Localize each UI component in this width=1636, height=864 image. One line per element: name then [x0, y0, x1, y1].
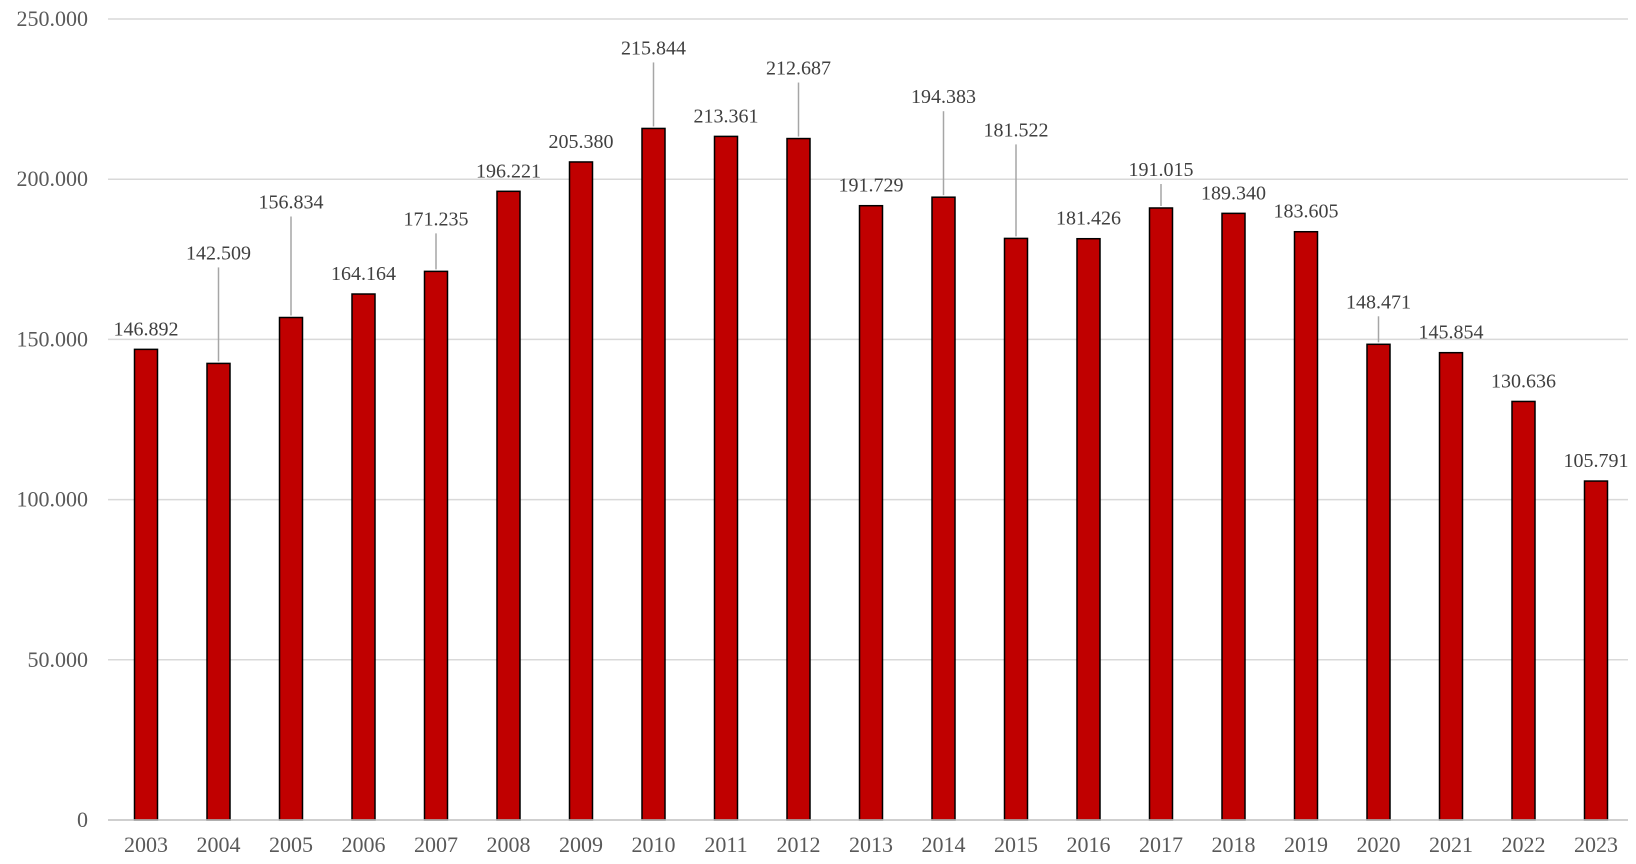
data-label-2020: 148.471: [1346, 291, 1411, 313]
data-labels: 146.892 142.509 156.834 164.164 171.235 196.2…: [114, 37, 1629, 472]
bar-2006: [351, 293, 376, 821]
x-tick-label-2003: 2003: [124, 832, 168, 857]
bar-2004: [206, 362, 231, 821]
bar-2020: [1366, 343, 1391, 821]
data-label-2007: 171.235: [404, 208, 469, 230]
x-tick-label-2007: 2007: [414, 832, 458, 857]
y-tick-label: 50.000: [28, 647, 89, 672]
data-label-2023: 105.791: [1564, 450, 1629, 472]
y-tick-label: 100.000: [17, 487, 89, 512]
data-label-2019: 183.605: [1274, 201, 1339, 223]
bar-2008: [496, 190, 521, 821]
data-label-2021: 145.854: [1419, 322, 1484, 344]
x-tick-label-2022: 2022: [1502, 832, 1546, 857]
x-axis-tick-labels: 2003 2004 2005 2006 2007 2008 2009 2010 2011 2012…: [124, 832, 1618, 857]
data-label-2006: 164.164: [331, 263, 396, 285]
bar-2015: [1003, 237, 1029, 821]
data-label-2010: 215.844: [621, 37, 686, 59]
bar-2012: [786, 137, 811, 821]
data-label-2009: 205.380: [549, 131, 614, 153]
y-axis-tick-labels: 0 50.000 100.000 150.000 200.000 250.000: [17, 6, 89, 832]
data-label-2015: 181.522: [984, 119, 1049, 141]
x-tick-label-2009: 2009: [559, 832, 603, 857]
bar-2022: [1511, 400, 1536, 821]
bar-2016: [1076, 237, 1101, 821]
y-tick-label: 150.000: [17, 326, 89, 351]
data-label-2013: 191.729: [839, 175, 904, 197]
x-tick-label-2018: 2018: [1212, 832, 1256, 857]
bar-2013: [858, 204, 884, 821]
y-tick-label: 250.000: [17, 6, 89, 31]
bar-2019: [1293, 230, 1319, 821]
data-label-2003: 146.892: [114, 318, 179, 340]
x-tick-label-2012: 2012: [777, 832, 821, 857]
x-tick-label-2005: 2005: [269, 832, 313, 857]
bar-2005: [278, 316, 304, 821]
bar-2014: [931, 196, 956, 821]
data-label-2005: 156.834: [259, 192, 324, 214]
data-label-2008: 196.221: [476, 160, 541, 182]
data-label-2016: 181.426: [1056, 208, 1121, 230]
x-tick-label-2019: 2019: [1284, 832, 1328, 857]
x-tick-label-2021: 2021: [1429, 832, 1473, 857]
data-label-leader-lines: [217, 62, 1380, 362]
data-label-2014: 194.383: [911, 86, 976, 108]
bars: [133, 127, 1609, 821]
y-tick-label: 0: [77, 807, 88, 832]
bar-2003: [133, 348, 159, 821]
bar-2017: [1148, 207, 1174, 821]
data-label-2012: 212.687: [766, 58, 831, 80]
x-tick-label-2023: 2023: [1574, 832, 1618, 857]
bar-2011: [713, 135, 739, 821]
x-tick-label-2016: 2016: [1067, 832, 1111, 857]
data-label-2004: 142.509: [186, 242, 251, 264]
data-label-2011: 213.361: [694, 105, 759, 127]
data-label-2018: 189.340: [1201, 182, 1266, 204]
x-tick-label-2015: 2015: [994, 832, 1038, 857]
x-tick-label-2013: 2013: [849, 832, 893, 857]
x-tick-label-2011: 2011: [704, 832, 747, 857]
x-tick-label-2020: 2020: [1357, 832, 1401, 857]
bar-2007: [423, 270, 449, 821]
x-tick-label-2010: 2010: [632, 832, 676, 857]
x-tick-label-2004: 2004: [197, 832, 241, 857]
x-tick-label-2014: 2014: [922, 832, 966, 857]
bar-2018: [1221, 212, 1246, 821]
x-tick-label-2017: 2017: [1139, 832, 1183, 857]
bar-2010: [641, 127, 666, 821]
data-label-2017: 191.015: [1129, 159, 1194, 181]
bar-2009: [568, 161, 594, 821]
x-tick-label-2006: 2006: [342, 832, 386, 857]
bar-2023: [1583, 480, 1609, 821]
bar-2021: [1438, 351, 1464, 821]
data-label-2022: 130.636: [1491, 370, 1556, 392]
x-tick-label-2008: 2008: [487, 832, 531, 857]
y-tick-label: 200.000: [17, 166, 89, 191]
